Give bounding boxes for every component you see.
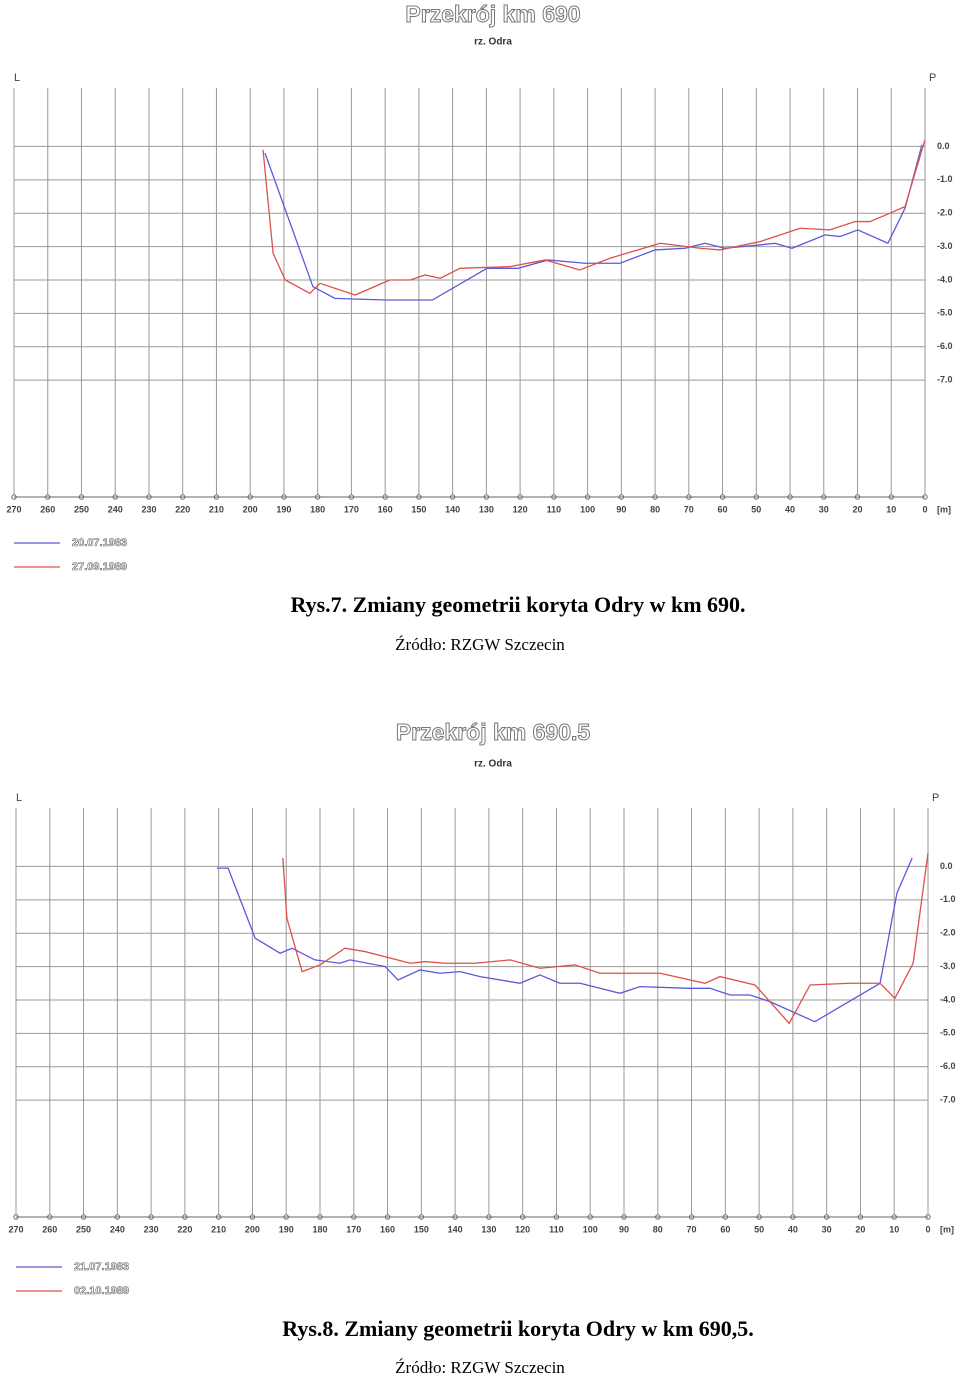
x-tick-label: 250 xyxy=(76,1224,91,1234)
x-tick-label: 160 xyxy=(378,504,393,514)
x-tick-label: 190 xyxy=(276,504,291,514)
right-bank-label: P xyxy=(932,792,939,804)
x-tick-label: 90 xyxy=(619,1224,629,1234)
y-tick-label: -2.0 xyxy=(940,928,956,938)
x-tick-label: 100 xyxy=(583,1224,598,1234)
x-tick-label: 40 xyxy=(788,1224,798,1234)
y-tick-label: -1.0 xyxy=(940,894,956,904)
legend-label: 20.07.1983 xyxy=(72,537,127,549)
x-tick-label: 230 xyxy=(141,504,156,514)
x-tick-label: 110 xyxy=(547,504,562,514)
figure-source: Źródło: RZGW Szczecin xyxy=(395,635,565,654)
x-tick-label: 210 xyxy=(211,1224,226,1234)
y-tick-label: -6.0 xyxy=(937,341,953,351)
y-tick-label: -5.0 xyxy=(937,308,953,318)
x-tick-label: 100 xyxy=(580,504,595,514)
data-line xyxy=(216,857,913,1023)
x-tick-label: 230 xyxy=(144,1224,159,1234)
x-tick-label: 50 xyxy=(754,1224,764,1234)
y-tick-label: -1.0 xyxy=(937,174,953,184)
x-tick-label: 120 xyxy=(515,1224,530,1234)
y-tick-label: -7.0 xyxy=(940,1095,956,1105)
x-tick-label: 110 xyxy=(549,1224,564,1234)
y-tick-label: -4.0 xyxy=(940,994,956,1004)
x-tick-label: 60 xyxy=(718,504,728,514)
x-tick-label: 240 xyxy=(110,1224,125,1234)
y-tick-label: -6.0 xyxy=(940,1061,956,1071)
figure-source: Źródło: RZGW Szczecin xyxy=(395,1358,565,1377)
x-tick-label: 120 xyxy=(513,504,528,514)
x-tick-label: 180 xyxy=(312,1224,327,1234)
x-tick-label: 200 xyxy=(245,1224,260,1234)
x-tick-label: 30 xyxy=(819,504,829,514)
x-tick-label: 270 xyxy=(6,504,21,514)
left-bank-label: L xyxy=(14,72,20,84)
x-tick-label: 170 xyxy=(346,1224,361,1234)
x-tick-label: 200 xyxy=(243,504,258,514)
y-tick-label: 0.0 xyxy=(937,141,950,151)
x-tick-label: 130 xyxy=(481,1224,496,1234)
y-tick-label: -5.0 xyxy=(940,1028,956,1038)
x-tick-label: 30 xyxy=(822,1224,832,1234)
x-tick-label: 80 xyxy=(653,1224,663,1234)
x-tick-label: 90 xyxy=(616,504,626,514)
x-tick-label: 80 xyxy=(650,504,660,514)
x-tick-label: 150 xyxy=(411,504,426,514)
x-tick-label: 210 xyxy=(209,504,224,514)
y-tick-label: -3.0 xyxy=(940,961,956,971)
x-tick-label: 240 xyxy=(108,504,123,514)
y-tick-label: -3.0 xyxy=(937,241,953,251)
data-line xyxy=(282,852,929,1025)
x-tick-label: 40 xyxy=(785,504,795,514)
figure-caption: Rys.8. Zmiany geometrii koryta Odry w km… xyxy=(282,1316,754,1341)
y-tick-label: 0.0 xyxy=(940,861,953,871)
x-tick-label: 220 xyxy=(177,1224,192,1234)
x-tick-label: 70 xyxy=(687,1224,697,1234)
x-tick-label: 190 xyxy=(279,1224,294,1234)
x-tick-label: 0 xyxy=(925,1224,930,1234)
figure-caption: Rys.7. Zmiany geometrii koryta Odry w km… xyxy=(290,592,745,617)
x-tick-label: 260 xyxy=(42,1224,57,1234)
x-tick-label: 140 xyxy=(445,504,460,514)
x-tick-label: 130 xyxy=(479,504,494,514)
x-tick-label: 10 xyxy=(886,504,896,514)
y-tick-label: -4.0 xyxy=(937,274,953,284)
x-tick-label: 270 xyxy=(8,1224,23,1234)
legend-label: 21.07.1983 xyxy=(74,1261,129,1273)
x-tick-label: 170 xyxy=(344,504,359,514)
y-tick-label: -7.0 xyxy=(937,375,953,385)
x-tick-label: 220 xyxy=(175,504,190,514)
data-line xyxy=(264,144,923,301)
x-tick-label: 20 xyxy=(855,1224,865,1234)
x-tick-label: 140 xyxy=(448,1224,463,1234)
x-unit-label: [m] xyxy=(937,504,951,514)
chart-subtitle: rz. Odra xyxy=(474,37,512,48)
x-tick-label: 260 xyxy=(40,504,55,514)
chart-title: Przekrój km 690.5 xyxy=(396,719,591,745)
y-tick-label: -2.0 xyxy=(937,208,953,218)
x-tick-label: 60 xyxy=(720,1224,730,1234)
x-tick-label: 10 xyxy=(889,1224,899,1234)
left-bank-label: L xyxy=(16,792,22,804)
chart-subtitle: rz. Odra xyxy=(474,759,512,770)
x-tick-label: 0 xyxy=(922,504,927,514)
legend-label: 27.09.1989 xyxy=(72,561,127,573)
x-tick-label: 70 xyxy=(684,504,694,514)
x-tick-label: 180 xyxy=(310,504,325,514)
x-tick-label: 160 xyxy=(380,1224,395,1234)
x-tick-label: 20 xyxy=(853,504,863,514)
data-line xyxy=(262,139,926,296)
x-unit-label: [m] xyxy=(940,1224,954,1234)
chart-title: Przekrój km 690 xyxy=(405,1,580,27)
right-bank-label: P xyxy=(929,72,936,84)
x-tick-label: 150 xyxy=(414,1224,429,1234)
x-tick-label: 50 xyxy=(751,504,761,514)
x-tick-label: 250 xyxy=(74,504,89,514)
legend-label: 02.10.1989 xyxy=(74,1285,129,1297)
